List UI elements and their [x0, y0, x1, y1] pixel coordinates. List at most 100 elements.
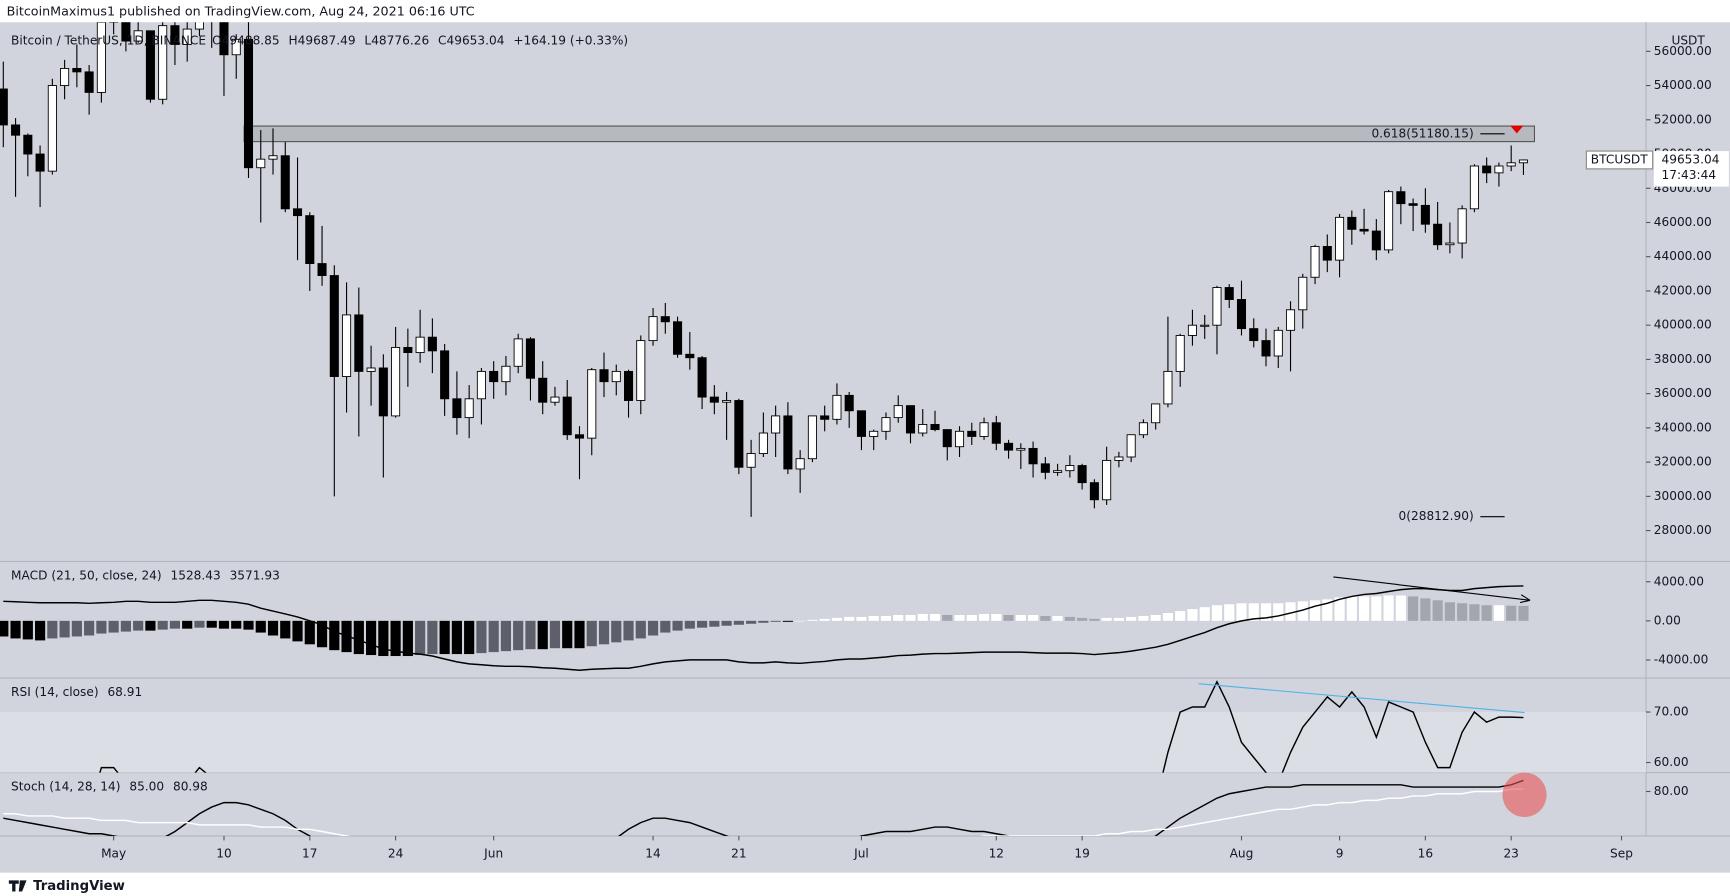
indicator-value: 80.98 [173, 780, 208, 794]
rsi-band [0, 712, 1647, 773]
histogram-bar [893, 614, 904, 621]
histogram-bar [635, 620, 646, 639]
candle-body [734, 400, 744, 468]
histogram-bar [525, 620, 536, 650]
histogram-bar [96, 620, 107, 634]
candle-body [832, 394, 842, 420]
fib-label: 0(28812.90) [1399, 509, 1474, 523]
histogram-bar [856, 616, 867, 621]
histogram-bar [1432, 600, 1443, 621]
histogram-bar [1346, 596, 1357, 621]
y-tick-label: 38000.00 [1654, 352, 1712, 366]
candle-body [1494, 165, 1504, 174]
indicator-line [3, 779, 1524, 836]
candle-body [72, 68, 82, 73]
y-tick-label: 46000.00 [1654, 215, 1712, 229]
candle-body [1040, 463, 1050, 473]
candle-body [305, 215, 315, 265]
histogram-bar [1113, 617, 1124, 621]
histogram-bar [47, 620, 58, 639]
y-tick-label: 40000.00 [1654, 318, 1712, 332]
candle-body [1310, 246, 1320, 278]
candle-body [795, 458, 805, 470]
candle-body [11, 124, 21, 136]
indicator-value: 68.91 [107, 685, 142, 699]
histogram-bar [500, 620, 512, 652]
indicator-value: 85.00 [129, 780, 164, 794]
histogram-bar [1322, 599, 1333, 621]
y-tick-label: 30000.00 [1654, 489, 1712, 503]
chart-title: Bitcoin / TetherUS, 1D, BINANCE [11, 34, 206, 48]
histogram-bar [1040, 615, 1051, 621]
candle-body [1371, 230, 1381, 251]
histogram-bar [1015, 614, 1026, 621]
candle-body [1175, 335, 1185, 372]
candle-body [869, 430, 879, 437]
candle-body [1506, 162, 1516, 167]
histogram-bar [427, 620, 438, 655]
candle-body [881, 417, 891, 432]
histogram-bar [22, 620, 33, 640]
histogram-bar [868, 615, 879, 621]
histogram-bar [1150, 614, 1161, 621]
histogram-bar [1126, 616, 1137, 621]
rsi-trend-line [1198, 683, 1525, 714]
histogram-bar [353, 620, 364, 655]
candle-body [856, 410, 866, 437]
x-tick-label: 16 [1418, 846, 1433, 860]
x-tick-label: 9 [1336, 846, 1344, 860]
histogram-bar [562, 620, 573, 649]
histogram-bar [574, 620, 585, 649]
candle-body [709, 396, 719, 403]
candle-body [758, 432, 768, 455]
fib-label: 0.618(51180.15) [1371, 126, 1473, 140]
candle-body [1408, 203, 1418, 206]
histogram-bar [611, 620, 622, 643]
histogram-bar [194, 620, 205, 628]
y-tick-label: 0.00 [1654, 613, 1681, 627]
histogram-bar [1420, 598, 1431, 621]
histogram-bar [978, 614, 990, 621]
histogram-bar [733, 620, 744, 625]
candle-body [660, 316, 670, 323]
histogram-bar [1199, 607, 1210, 621]
candle-body [1077, 465, 1087, 484]
histogram-bar [206, 620, 217, 628]
histogram-bar [366, 620, 377, 656]
histogram-bar [746, 620, 757, 624]
histogram-bar [586, 620, 597, 647]
candle-body [697, 357, 707, 398]
last-price-label: 49653.04 [1662, 152, 1720, 166]
histogram-bar [1187, 609, 1198, 621]
candle-body [268, 155, 278, 160]
candle-body [1126, 434, 1136, 458]
candle-body [1224, 287, 1234, 300]
histogram-bar [844, 616, 855, 621]
y-tick-label: 70.00 [1654, 705, 1689, 719]
candle-body [905, 405, 916, 434]
candle-body [219, 22, 229, 56]
candle-body [440, 350, 450, 400]
histogram-bar [1518, 605, 1529, 621]
candle-body [587, 369, 597, 439]
indicator-title: MACD (21, 50, close, 24) [11, 568, 162, 582]
logo [8, 880, 27, 892]
x-tick-label: Jul [853, 846, 869, 860]
indicator-plot [0, 585, 1529, 671]
histogram-bar [1493, 605, 1505, 621]
histogram-bar [133, 620, 144, 631]
candle-body [317, 263, 327, 276]
candle-body [1200, 324, 1210, 327]
candle-body [991, 422, 1001, 444]
candle-body [1433, 223, 1443, 246]
histogram-bar [513, 620, 524, 651]
candle-body [673, 321, 683, 355]
candle-body [170, 25, 180, 45]
x-tick-label: 19 [1074, 846, 1089, 860]
histogram-bar [1003, 614, 1014, 621]
candle-body [452, 398, 462, 419]
histogram-bar [243, 620, 254, 630]
candle-body [1138, 422, 1148, 436]
histogram-bar [660, 620, 671, 633]
histogram-bar [439, 620, 450, 655]
